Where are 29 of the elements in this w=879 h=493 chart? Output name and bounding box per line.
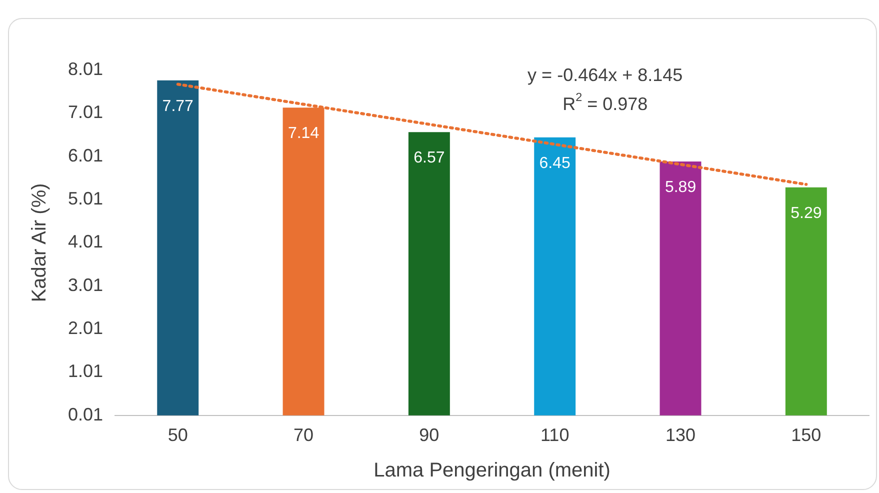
data-label: 7.14 [288, 124, 320, 142]
y-tick-label: 6.01 [68, 145, 104, 166]
x-tick-label: 70 [294, 425, 314, 446]
data-label: 7.77 [162, 98, 194, 115]
x-axis-title: Lama Pengeringan (menit) [374, 460, 610, 482]
data-label: 5.89 [664, 178, 696, 196]
y-tick-label: 2.01 [68, 318, 104, 338]
bar [785, 187, 827, 416]
bar [660, 162, 702, 416]
data-label: 5.29 [790, 204, 822, 222]
annotation: y = -0.464x + 8.145 [528, 64, 683, 85]
y-tick-label: 7.01 [68, 102, 104, 122]
x-tick-label: 110 [540, 425, 570, 446]
y-tick-label: 8.01 [68, 58, 104, 79]
data-label: 6.45 [539, 154, 571, 172]
y-tick-label: 1.01 [68, 361, 104, 382]
y-axis-title: Kadar Air (%) [28, 183, 51, 302]
bar [157, 80, 199, 416]
y-tick-label: 5.01 [68, 188, 104, 208]
y-tick-label: 4.01 [68, 232, 104, 252]
x-tick-label: 50 [168, 425, 188, 446]
x-tick-label: 150 [791, 425, 822, 446]
x-tick-label: 90 [419, 425, 440, 446]
x-tick-label: 130 [665, 425, 696, 446]
bar [534, 137, 576, 416]
data-label: 6.57 [414, 150, 445, 167]
y-tick-label: 3.01 [68, 274, 104, 295]
bar [408, 132, 450, 416]
y-tick-label: 0.01 [68, 404, 104, 424]
